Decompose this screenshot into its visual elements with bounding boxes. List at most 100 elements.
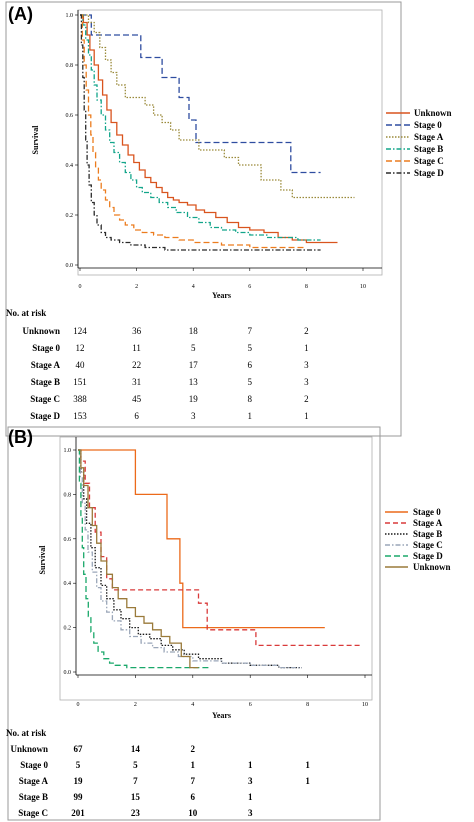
risk-value: 67: [74, 744, 84, 754]
risk-value: 6: [134, 411, 139, 421]
survival-curve-unknown: [78, 449, 199, 669]
risk-value: 36: [132, 326, 142, 336]
risk-value: 14: [131, 744, 141, 754]
risk-value: 1: [191, 760, 196, 770]
legend-label: Stage C: [414, 156, 444, 166]
y-tick-label: 0.4: [64, 581, 72, 587]
survival-curve-stage-b: [78, 449, 302, 669]
legend-label: Unknown: [413, 562, 451, 572]
risk-value: 5: [248, 343, 253, 353]
panel-a: (A) 0.0 0.2 0.4 0.6 0.8 1.0 0 2 4 6 8 10 Years Surviva…: [5, 1, 452, 437]
panel-label: (A): [8, 4, 33, 24]
risk-value: 3: [191, 411, 196, 421]
risk-value: 7: [191, 776, 196, 786]
panel-frame: [5, 1, 402, 437]
risk-value: 3: [248, 776, 253, 786]
x-tick-label: 10: [360, 284, 366, 290]
risk-value: 5: [191, 343, 196, 353]
risk-value: 3: [248, 808, 253, 818]
survival-curve-stage-c: [78, 449, 302, 669]
risk-value: 19: [189, 394, 199, 404]
survival-curve-stage-d: [78, 449, 210, 669]
x-tick-label: 6: [249, 702, 252, 708]
risk-value: 3: [304, 360, 309, 370]
survival-curve-stage-d: [80, 14, 321, 251]
risk-value: 11: [132, 343, 141, 353]
plot-area: [77, 9, 383, 276]
risk-value: 1: [248, 411, 253, 421]
panel-b: (B) 0.0 0.2 0.4 0.6 0.8 1.0 0 2 4 6 8 10 Years Surviva…: [6, 426, 451, 821]
risk-value: 1: [248, 760, 253, 770]
x-tick-label: 8: [306, 702, 309, 708]
risk-value: 151: [73, 377, 87, 387]
risk-value: 1: [248, 792, 253, 802]
risk-value: 8: [248, 394, 253, 404]
risk-value: 1: [304, 343, 309, 353]
risk-value: 31: [132, 377, 141, 387]
x-tick-label: 2: [135, 284, 138, 290]
survival-curve-stage-0: [80, 14, 321, 174]
legend: Unknown Stage 0 Stage A Stage B Stage C Stage…: [386, 108, 452, 178]
x-tick-label: 10: [362, 702, 368, 708]
survival-curve-stage-b: [80, 14, 321, 241]
risk-value: 124: [73, 326, 87, 336]
survival-curve-unknown: [80, 14, 338, 244]
survival-curve-stage-a: [78, 449, 363, 647]
risk-table-title: No. at risk: [6, 308, 46, 318]
legend-label: Stage B: [414, 144, 443, 154]
y-axis-title: Survival: [38, 545, 47, 575]
risk-value: 3: [304, 377, 309, 387]
risk-value: 1: [304, 411, 309, 421]
panel-label: (B): [8, 427, 33, 447]
y-tick-label: 0.2: [66, 213, 74, 219]
risk-value: 2: [304, 326, 309, 336]
legend-label: Stage A: [414, 132, 444, 142]
risk-row-label: Stage D: [30, 411, 60, 421]
x-axis-title: Years: [212, 291, 231, 300]
y-axis-title: Survival: [31, 125, 40, 155]
risk-value: 10: [188, 808, 198, 818]
y-tick-label: 0.6: [66, 113, 74, 119]
risk-row-label: Stage B: [19, 792, 48, 802]
y-tick-label: 0.0: [64, 670, 72, 676]
y-tick-label: 0.8: [64, 492, 72, 498]
legend-label: Stage B: [413, 529, 442, 539]
y-tick-label: 0.4: [66, 163, 74, 169]
survival-curve-stage-0: [78, 449, 325, 629]
risk-value: 1: [305, 776, 310, 786]
survival-curve-stage-c: [80, 14, 307, 249]
x-axis-title: Years: [212, 711, 231, 720]
risk-row-label: Stage 0: [32, 343, 60, 353]
risk-value: 153: [73, 411, 87, 421]
legend-label: Stage D: [414, 168, 444, 178]
risk-value: 201: [71, 808, 85, 818]
y-tick-label: 0.8: [66, 63, 74, 69]
risk-value: 388: [73, 394, 87, 404]
risk-row-label: Unknown: [22, 326, 60, 336]
risk-value: 7: [133, 776, 138, 786]
risk-value: 5: [76, 760, 81, 770]
x-tick-label: 2: [134, 702, 137, 708]
x-tick-label: 4: [191, 702, 194, 708]
risk-value: 40: [76, 360, 86, 370]
x-tick-label: 8: [305, 284, 308, 290]
x-tick-label: 0: [79, 284, 82, 290]
risk-value: 23: [131, 808, 141, 818]
panel-frame: [7, 426, 381, 821]
risk-value: 5: [133, 760, 138, 770]
risk-row-label: Stage C: [30, 394, 60, 404]
risk-value: 18: [189, 326, 199, 336]
legend-label: Stage A: [413, 518, 443, 528]
risk-value: 12: [76, 343, 85, 353]
survival-curve-stage-a: [80, 14, 355, 199]
y-tick-label: 0.6: [64, 537, 72, 543]
risk-value: 19: [74, 776, 84, 786]
risk-value: 22: [132, 360, 141, 370]
x-tick-label: 6: [248, 284, 251, 290]
x-tick-label: 0: [77, 702, 80, 708]
risk-row-label: Stage B: [31, 377, 60, 387]
risk-value: 6: [248, 360, 253, 370]
risk-row-label: Stage A: [19, 776, 49, 786]
risk-value: 2: [304, 394, 309, 404]
legend-label: Stage C: [413, 540, 443, 550]
